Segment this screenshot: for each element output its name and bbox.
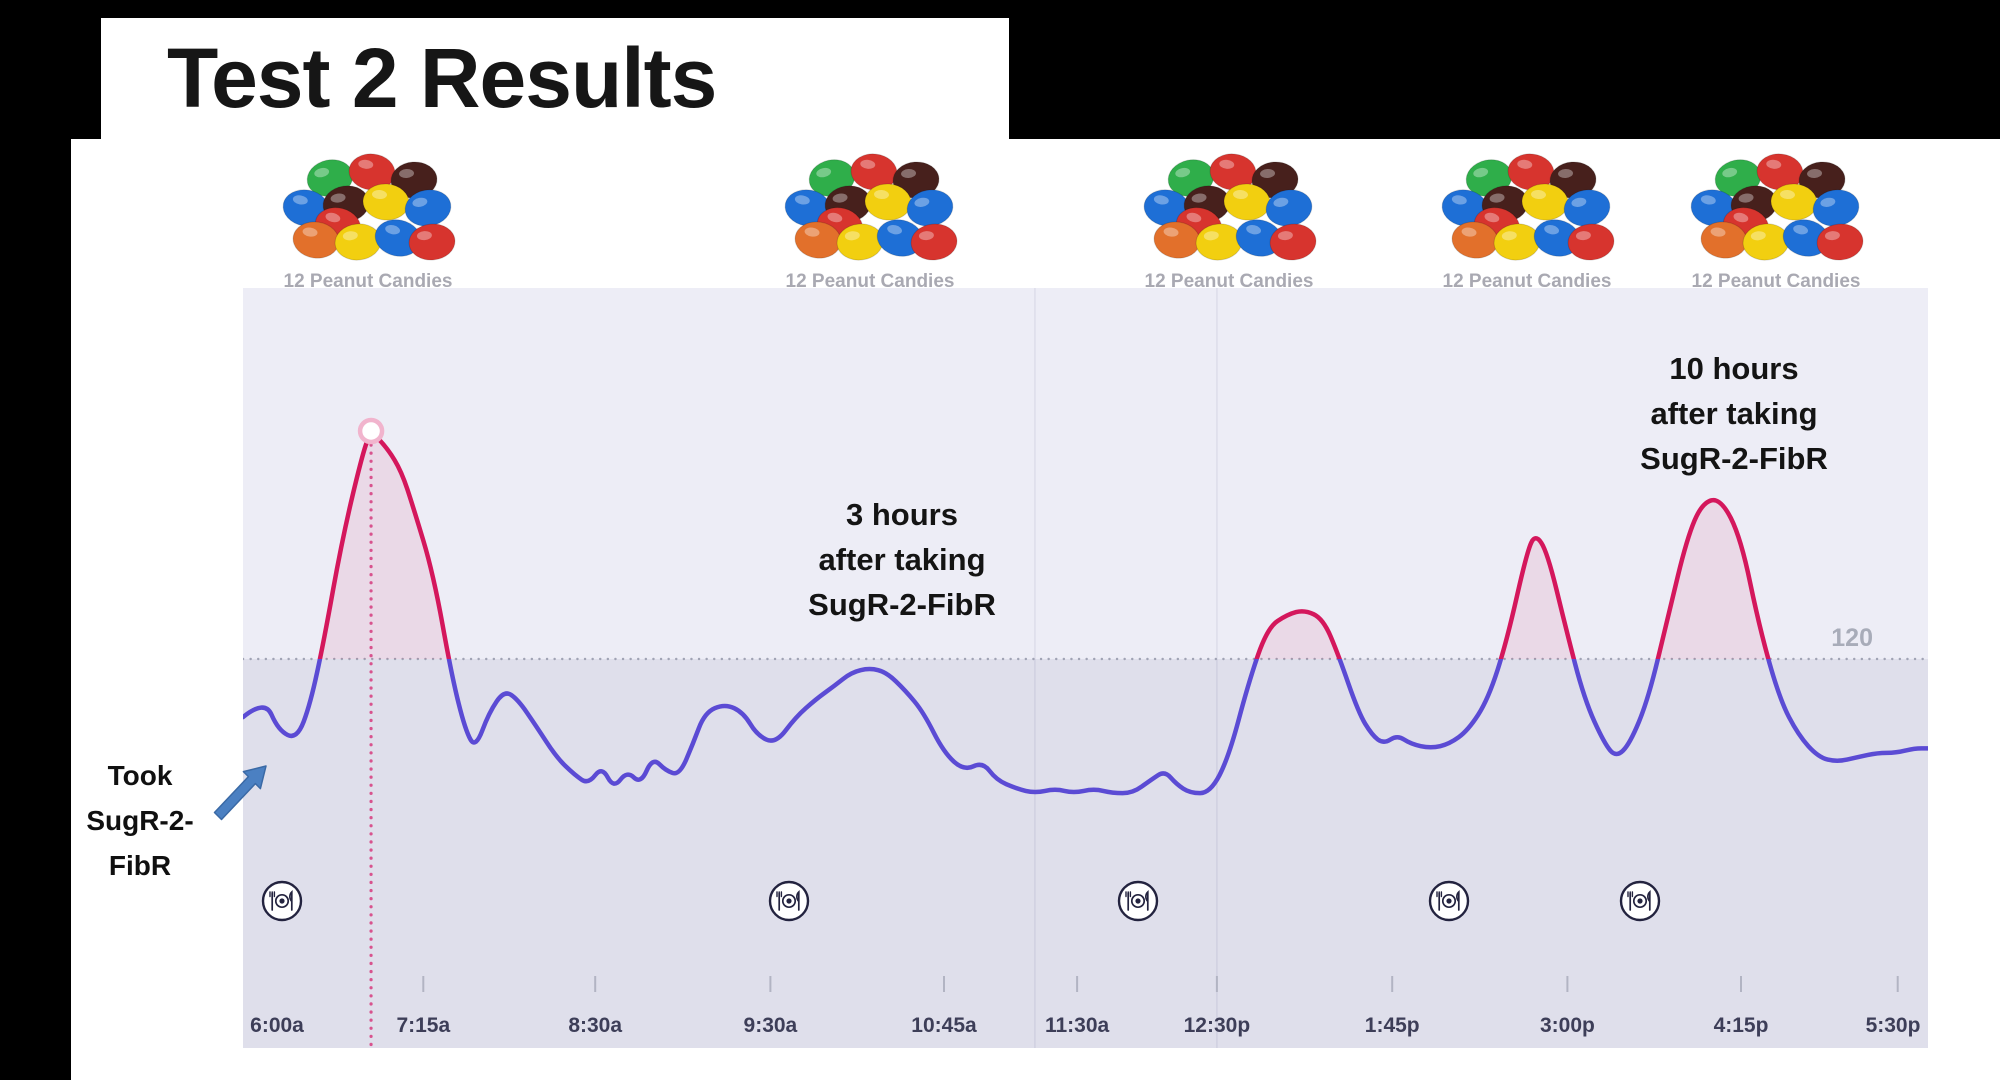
x-axis-label: 3:00p: [1540, 1014, 1595, 1037]
x-axis-label: 6:00a: [250, 1014, 304, 1037]
candies-row: 12 Peanut Candies 12 Peanut Candies 12 P…: [0, 148, 2000, 298]
peanut-candies-image: [1441, 153, 1615, 261]
fork-knife-plate-icon: [1428, 880, 1470, 922]
x-axis-label: 8:30a: [568, 1014, 622, 1037]
meal-icon: [767, 879, 811, 923]
peanut-candies-group: 12 Peanut Candies: [1688, 148, 1864, 293]
peanut-candies-label: 12 Peanut Candies: [283, 271, 453, 292]
meal-icon: [1618, 879, 1662, 923]
peanut-candies-image: [1690, 153, 1864, 261]
glucose-chart-svg: 120 6:00a 7:15a 8:30a 9:30a 10:45a 11:30a 12:3…: [243, 288, 1928, 1048]
page-title: Test 2 Results: [167, 31, 717, 125]
threshold-label: 120: [1831, 624, 1873, 652]
glucose-chart: 120 6:00a 7:15a 8:30a 9:30a 10:45a 11:30a 12:3…: [243, 288, 1928, 1048]
peanut-candies-group: 12 Peanut Candies: [1439, 148, 1615, 293]
x-axis-label: 9:30a: [744, 1014, 798, 1037]
took-arrow-icon: [208, 750, 278, 828]
x-axis-label: 5:30p: [1866, 1014, 1921, 1037]
in-range-band: [243, 659, 1928, 1048]
fork-knife-plate-icon: [1117, 880, 1159, 922]
meal-icon: [1427, 879, 1471, 923]
x-axis-label: 12:30p: [1184, 1014, 1251, 1037]
peanut-candies-group: 12 Peanut Candies: [280, 148, 456, 293]
annotation-took-sugr: Took SugR-2- FibR: [86, 760, 194, 881]
meal-icon: [260, 879, 304, 923]
peanut-candies-label: 12 Peanut Candies: [1144, 271, 1314, 292]
glucose-line-in-range: [243, 659, 1928, 796]
x-axis-label: 7:15a: [396, 1014, 450, 1037]
annotation-3-hours: 3 hours after taking SugR-2-FibR: [808, 497, 996, 622]
peanut-candies-image: [1143, 153, 1317, 261]
peanut-candies-label: 12 Peanut Candies: [785, 271, 955, 292]
meal-icon: [1116, 879, 1160, 923]
title-box: Test 2 Results: [101, 18, 1009, 139]
fork-knife-plate-icon: [768, 880, 810, 922]
peanut-candies-image: [784, 153, 958, 261]
peak-marker: [357, 417, 385, 445]
peanut-candies-label: 12 Peanut Candies: [1442, 271, 1612, 292]
peanut-candies-label: 12 Peanut Candies: [1691, 271, 1861, 292]
x-axis-label: 1:45p: [1365, 1014, 1420, 1037]
fork-knife-plate-icon: [1619, 880, 1661, 922]
x-axis-label: 11:30a: [1045, 1014, 1110, 1037]
x-axis-label: 4:15p: [1714, 1014, 1769, 1037]
peanut-candies-group: 12 Peanut Candies: [782, 148, 958, 293]
peanut-candies-group: 12 Peanut Candies: [1141, 148, 1317, 293]
x-axis-label: 10:45a: [911, 1014, 977, 1037]
fork-knife-plate-icon: [261, 880, 303, 922]
annotation-10-hours: 10 hours after taking SugR-2-FibR: [1640, 351, 1828, 476]
peanut-candies-image: [282, 153, 456, 261]
